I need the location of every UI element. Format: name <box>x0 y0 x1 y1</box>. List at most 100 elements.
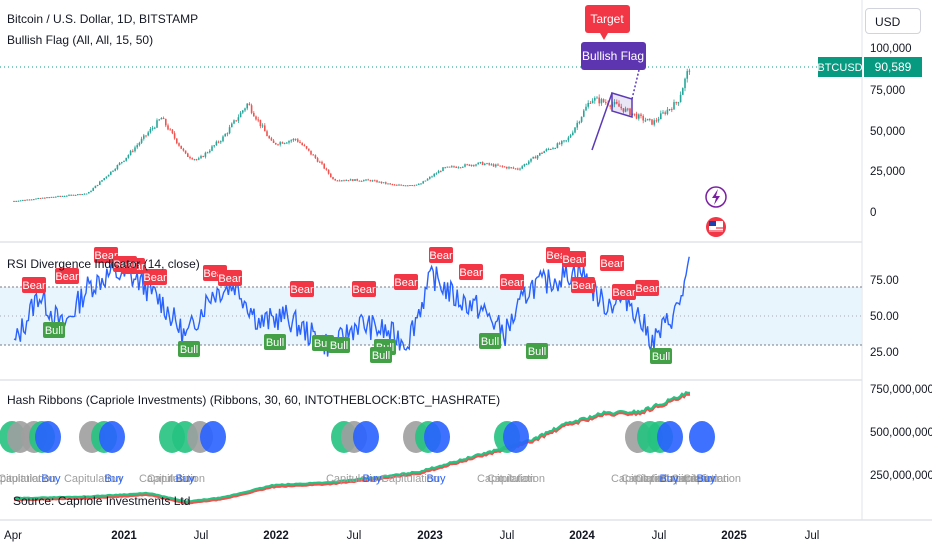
lightning-icon[interactable] <box>705 186 727 208</box>
candle <box>506 166 508 169</box>
bear-label[interactable]: Bear <box>429 247 453 263</box>
candle <box>33 199 35 201</box>
price-axis-label: 50,000 <box>870 126 905 138</box>
buy-label: Buy <box>105 473 124 485</box>
bull-label[interactable]: Bull <box>526 343 548 359</box>
candle <box>523 164 526 167</box>
target-label-text: Target <box>590 12 624 26</box>
candle <box>413 185 416 187</box>
us-flag-icon[interactable] <box>706 217 726 237</box>
price-tag: BTCUSD 90,589 <box>817 57 922 77</box>
target-label[interactable]: Target <box>585 5 630 40</box>
candle <box>314 155 317 159</box>
bear-label-box <box>22 277 46 293</box>
candle <box>90 190 92 193</box>
bull-label[interactable]: Bull <box>264 334 286 350</box>
candle <box>24 199 26 201</box>
candle <box>620 106 622 109</box>
bear-label[interactable]: Bear <box>113 256 137 272</box>
bull-label-text: Bull <box>266 337 284 349</box>
bear-label[interactable]: Bear <box>22 277 46 293</box>
bear-label[interactable]: Bear <box>571 277 595 293</box>
candle <box>121 161 123 163</box>
candle <box>668 109 671 111</box>
candle <box>358 180 361 182</box>
bull-label[interactable]: Bull <box>43 322 65 338</box>
candle <box>539 152 541 156</box>
bull-label-box <box>650 348 672 364</box>
rsi-axis-label: 75.00 <box>870 275 899 287</box>
candle <box>547 149 550 151</box>
bear-label[interactable]: Bear <box>218 270 242 286</box>
candle <box>569 135 572 138</box>
candle <box>532 156 534 159</box>
candle <box>156 120 158 128</box>
candle <box>96 184 99 186</box>
hash-marker <box>35 421 61 453</box>
candle <box>226 133 229 135</box>
bear-label[interactable]: Bear <box>143 269 167 285</box>
candle <box>292 138 295 141</box>
candle <box>501 165 504 167</box>
bull-label[interactable]: Bull <box>370 347 392 363</box>
bear-label[interactable]: Bear <box>394 274 418 290</box>
candle <box>110 171 112 175</box>
capitulation-label: Capitulation <box>0 473 44 485</box>
currency-button[interactable]: USD <box>865 8 921 34</box>
bear-label[interactable]: Bear <box>459 264 483 280</box>
candle <box>374 180 376 182</box>
candle <box>572 132 574 136</box>
candle <box>382 182 385 184</box>
candle <box>682 88 684 95</box>
bear-label[interactable]: Bear <box>562 251 586 267</box>
candle <box>239 112 242 118</box>
bear-label-box <box>562 251 586 267</box>
candle <box>334 179 336 181</box>
candle <box>217 141 220 143</box>
candle <box>651 119 653 125</box>
bear-label[interactable]: Bear <box>500 274 524 290</box>
candle <box>151 128 154 130</box>
candle <box>618 103 620 107</box>
candle <box>411 185 413 187</box>
price-axis-label: 25,000 <box>870 166 905 178</box>
bear-label[interactable]: Bear <box>94 247 118 263</box>
bear-label[interactable]: Bear <box>290 281 314 297</box>
candle <box>657 119 660 121</box>
candle <box>129 150 132 155</box>
bull-label[interactable]: Bull <box>328 337 350 353</box>
bull-label[interactable]: Bull <box>650 348 672 364</box>
bull-label[interactable]: Bull <box>479 333 501 349</box>
bullish-flag-label-text: Bullish Flag <box>582 49 644 63</box>
bear-label-box <box>394 274 418 290</box>
candle <box>387 183 389 185</box>
time-axis-label: 2025 <box>721 530 747 542</box>
hash-slow-ribbon <box>13 392 691 505</box>
candle <box>13 200 15 202</box>
bear-label[interactable]: Bear <box>635 280 659 296</box>
candle <box>616 101 618 104</box>
candle <box>426 178 429 181</box>
candle <box>242 110 244 113</box>
candle <box>162 117 165 119</box>
rsi-title: RSI Divergence Indicator (14, close) <box>7 257 200 271</box>
candle <box>81 194 83 196</box>
bull-label[interactable]: Bull <box>178 341 200 357</box>
chart-title: Bitcoin / U.S. Dollar, 1D, BITSTAMP <box>7 12 198 26</box>
candle <box>422 181 424 184</box>
bullish-flag-label[interactable]: Bullish Flag <box>581 42 646 70</box>
flag-body <box>611 91 633 119</box>
bear-label[interactable]: Bear <box>55 268 79 284</box>
candle <box>279 142 281 145</box>
candle <box>391 183 394 185</box>
bear-label[interactable]: Bear <box>600 255 624 271</box>
hash-marker <box>424 421 450 453</box>
bear-label[interactable]: Bear <box>352 281 376 297</box>
bear-label[interactable]: Bear <box>612 284 636 300</box>
hash-source: Source: Capriole Investments Ltd <box>13 494 190 508</box>
candle <box>140 138 143 143</box>
candle <box>677 102 680 104</box>
candle <box>220 141 222 143</box>
candle <box>237 117 240 121</box>
candle <box>323 163 325 169</box>
